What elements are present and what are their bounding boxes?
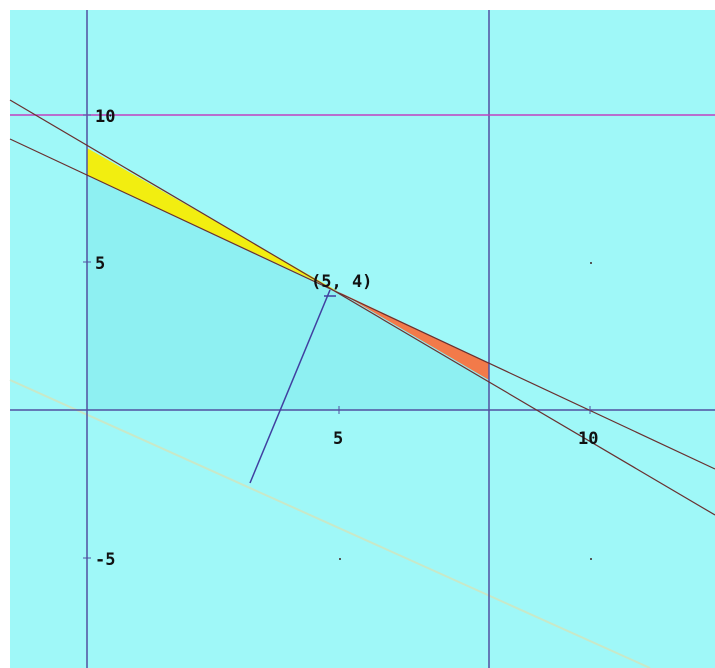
y-tick-label: -5 — [95, 550, 115, 570]
orange-region — [339, 292, 489, 380]
x-tick-label: 5 — [333, 429, 343, 449]
grid-dot — [590, 262, 592, 264]
feasible-region — [87, 175, 489, 410]
grid-dot — [590, 558, 592, 560]
y-tick-label: 5 — [95, 254, 105, 274]
point-label: (5, 4) — [311, 272, 372, 292]
objective-line — [9, 379, 651, 668]
x-tick-label: 10 — [578, 429, 598, 449]
constraint-line-2 — [9, 138, 715, 470]
grid-dots — [339, 262, 592, 560]
gradient-arrow — [249, 289, 331, 484]
y-tick-label: 10 — [95, 107, 115, 127]
grid-dot — [339, 558, 341, 560]
constraint-line-1 — [9, 99, 715, 516]
y-tick-marks — [83, 114, 591, 559]
